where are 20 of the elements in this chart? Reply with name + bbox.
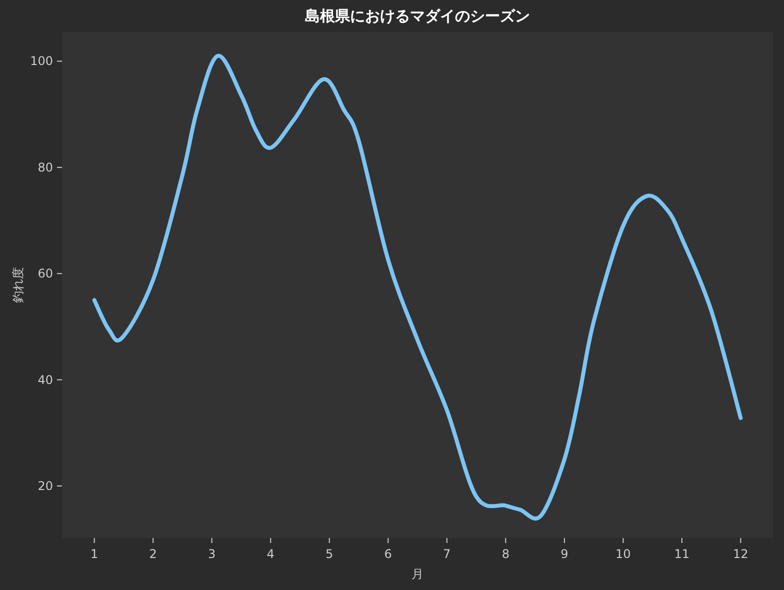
y-tick-label: 40	[38, 372, 53, 387]
x-tick-label: 11	[674, 547, 690, 561]
y-tick-label: 100	[30, 54, 53, 68]
x-tick-label: 9	[560, 547, 568, 561]
x-tick-label: 3	[208, 547, 216, 561]
x-tick-label: 8	[502, 547, 510, 561]
x-axis-title: 月	[412, 567, 424, 581]
y-tick-label: 20	[38, 478, 53, 493]
x-tick-label: 5	[326, 547, 334, 561]
x-tick-label: 7	[443, 547, 451, 561]
x-tick-label: 1	[90, 547, 98, 561]
y-axis-title: 釣れ度	[11, 267, 25, 303]
x-tick-label: 2	[149, 547, 157, 561]
x-tick-label: 4	[266, 547, 274, 561]
x-tick-label: 6	[384, 547, 392, 561]
x-tick-label: 12	[733, 547, 748, 561]
y-tick-label: 60	[38, 266, 53, 281]
x-tick-label: 10	[616, 547, 631, 561]
y-tick-label: 80	[38, 160, 53, 174]
chart-title: 島根県におけるマダイのシーズン	[305, 7, 530, 25]
